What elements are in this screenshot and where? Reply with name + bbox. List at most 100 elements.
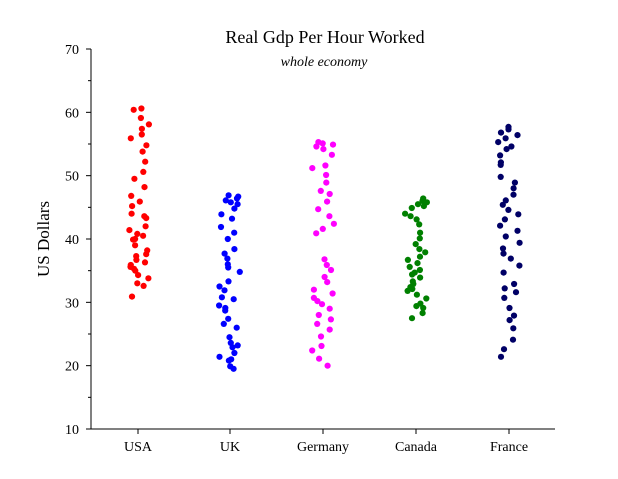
data-point (233, 324, 240, 331)
data-point (509, 336, 517, 343)
data-point (315, 311, 322, 319)
data-point (225, 264, 232, 271)
y-tick-label: 60 (65, 106, 79, 121)
data-point (416, 221, 423, 228)
data-point (231, 205, 238, 212)
data-point (132, 267, 139, 274)
data-point (507, 255, 514, 262)
data-point (227, 199, 234, 206)
data-point (233, 195, 241, 202)
data-point (319, 140, 326, 147)
data-point (497, 353, 505, 360)
data-point (499, 201, 506, 208)
data-point (420, 203, 427, 210)
data-point (326, 190, 333, 198)
data-point (510, 312, 518, 319)
data-point (225, 192, 232, 199)
data-point (228, 215, 236, 222)
data-point (328, 151, 335, 158)
data-point (510, 280, 518, 288)
data-point (136, 198, 143, 205)
data-point (510, 325, 517, 332)
data-point (236, 268, 243, 275)
data-point (134, 280, 141, 287)
x-tick-label: Germany (297, 440, 349, 455)
data-point (231, 349, 238, 357)
data-point (315, 206, 322, 213)
data-point (139, 148, 146, 155)
data-point (317, 187, 324, 194)
data-point (128, 210, 135, 217)
data-point (324, 279, 331, 286)
data-point (313, 143, 320, 150)
data-point (414, 201, 422, 208)
data-point (404, 256, 411, 263)
y-tick-label: 30 (65, 296, 79, 311)
data-point (138, 125, 145, 132)
data-point (326, 213, 333, 220)
data-point (501, 216, 508, 223)
tick-labels: 10 20 30 40 50 60 70 USA UK Germany Canada France (65, 43, 528, 455)
y-tick-label: 10 (65, 423, 79, 438)
data-point (515, 211, 522, 218)
data-point (501, 285, 508, 292)
data-point (145, 121, 152, 128)
x-tick-label: Canada (395, 440, 438, 455)
data-point (497, 173, 504, 180)
data-point (417, 274, 424, 281)
data-point (321, 256, 328, 263)
x-tick-label: France (490, 440, 528, 455)
data-point (402, 210, 409, 217)
data-point (132, 242, 139, 249)
data-point (500, 269, 507, 276)
axes (90, 49, 555, 430)
data-point (514, 132, 521, 139)
data-point (138, 105, 145, 112)
data-point (416, 235, 423, 242)
data-point (234, 201, 241, 208)
data-point (495, 139, 502, 146)
data-point (309, 347, 316, 354)
data-point (497, 152, 504, 159)
data-point (324, 198, 331, 205)
data-point (502, 135, 509, 142)
data-point (503, 146, 510, 153)
data-point (314, 320, 321, 327)
data-point (313, 230, 320, 237)
data-point (318, 301, 326, 308)
data-point (408, 315, 416, 322)
data-point (318, 342, 325, 350)
data-point (224, 235, 231, 243)
data-point (406, 263, 413, 270)
data-point (222, 197, 229, 204)
data-point (229, 344, 236, 351)
data-point (413, 216, 420, 223)
data-point (497, 129, 505, 136)
data-point (499, 245, 507, 252)
y-tick-label: 40 (65, 233, 79, 248)
data-point (216, 302, 223, 309)
data-point (409, 285, 416, 293)
data-point (126, 227, 133, 234)
data-point (501, 294, 508, 301)
data-point (134, 230, 141, 237)
data-point (326, 305, 333, 312)
data-point (310, 286, 317, 293)
data-point (416, 253, 424, 260)
data-point (319, 225, 326, 232)
data-point (510, 185, 517, 192)
data-point (323, 179, 330, 186)
chart-subtitle: whole economy (281, 55, 368, 70)
data-point (140, 282, 147, 289)
data-point (224, 255, 231, 262)
data-point (316, 355, 323, 362)
data-point (511, 179, 518, 186)
data-point (320, 146, 327, 153)
x-tick-label: UK (220, 440, 240, 455)
data-point (133, 256, 140, 263)
data-point (142, 158, 149, 165)
data-point (220, 320, 227, 327)
data-point (416, 266, 423, 274)
